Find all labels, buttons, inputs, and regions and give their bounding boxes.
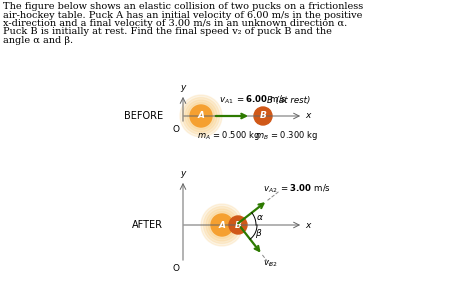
Text: B (at rest): B (at rest): [267, 96, 310, 105]
Circle shape: [190, 105, 212, 127]
Text: O: O: [173, 125, 180, 134]
Circle shape: [201, 204, 243, 246]
Text: O: O: [173, 264, 180, 273]
Text: x: x: [305, 112, 310, 120]
Text: A: A: [198, 112, 204, 120]
Text: BEFORE: BEFORE: [124, 111, 163, 121]
Circle shape: [203, 207, 240, 243]
Text: $v_{A2}$ $=\mathbf{3.00}$ m/s: $v_{A2}$ $=\mathbf{3.00}$ m/s: [263, 183, 330, 195]
Text: x: x: [305, 221, 310, 229]
Text: y: y: [180, 169, 186, 178]
Text: $v_{A1}$ $=\mathbf{6.00}$ m/s: $v_{A1}$ $=\mathbf{6.00}$ m/s: [219, 93, 287, 106]
Circle shape: [229, 216, 247, 234]
Circle shape: [209, 212, 236, 239]
Text: $v_{B2}$: $v_{B2}$: [264, 259, 278, 270]
Circle shape: [206, 209, 238, 241]
Text: α: α: [257, 214, 263, 222]
Text: angle α and β.: angle α and β.: [3, 36, 73, 45]
Text: y: y: [180, 83, 186, 92]
Text: B: B: [260, 112, 266, 120]
Circle shape: [185, 100, 217, 132]
Text: β: β: [255, 229, 261, 239]
Text: AFTER: AFTER: [132, 220, 163, 230]
Text: Puck B is initially at rest. Find the final speed v₂ of puck B and the: Puck B is initially at rest. Find the fi…: [3, 28, 332, 37]
Circle shape: [211, 214, 233, 236]
Text: B: B: [235, 221, 241, 229]
Text: $m_B$ = 0.300 kg: $m_B$ = 0.300 kg: [255, 129, 318, 142]
Circle shape: [188, 103, 215, 130]
Text: air-hockey table. Puck A has an initial velocity of 6.00 m/s in the positive: air-hockey table. Puck A has an initial …: [3, 11, 363, 20]
Text: x-direction and a final velocity of 3.00 m/s in an unknown direction α.: x-direction and a final velocity of 3.00…: [3, 19, 347, 28]
Circle shape: [254, 107, 272, 125]
Circle shape: [180, 95, 222, 137]
Circle shape: [182, 98, 219, 134]
Text: The figure below shows an elastic collision of two pucks on a frictionless: The figure below shows an elastic collis…: [3, 2, 363, 11]
Text: $m_A$ = 0.500 kg: $m_A$ = 0.500 kg: [197, 129, 260, 142]
Text: A: A: [219, 221, 226, 229]
